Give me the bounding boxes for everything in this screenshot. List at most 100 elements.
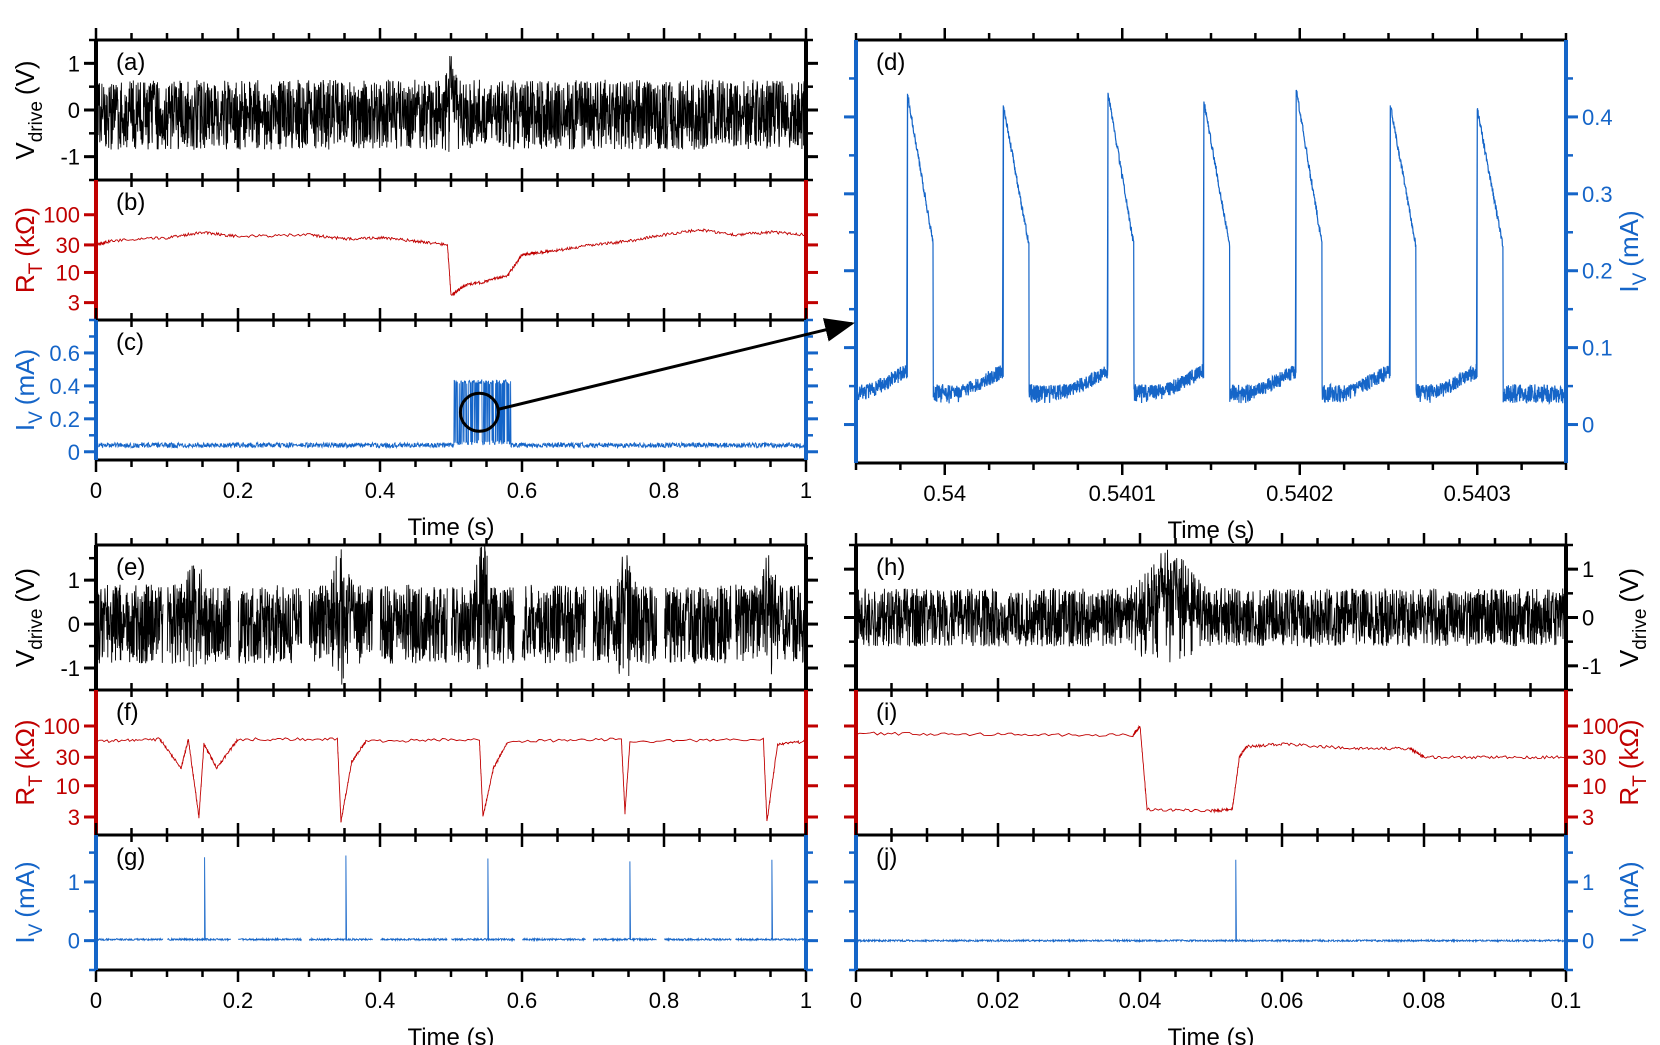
series-line-j (856, 859, 1566, 944)
y-axis-label-sub: T (1630, 775, 1651, 787)
y-axis-label-main: I (10, 936, 40, 943)
series-line-f (96, 737, 806, 823)
y-tick-label: 10 (56, 774, 80, 799)
y-axis-label-unit: (kΩ) (1614, 719, 1644, 769)
y-axis-label-sub: V (1630, 923, 1651, 936)
x-tick-label: 0.8 (649, 988, 680, 1013)
panel-i: 100 30 10 3 RT (kΩ) (i) (844, 678, 1651, 847)
y-axis-label-sub: V (1630, 272, 1651, 285)
x-tick-label: 0 (850, 988, 862, 1013)
y-axis-label-unit: (kΩ) (10, 719, 40, 769)
y-tick-label: 10 (1582, 774, 1606, 799)
series-line-b (96, 228, 806, 297)
y-axis-label: IV (mA) (1614, 861, 1651, 943)
panel-g: 0 0.2 0.4 0.6 0.8 1 Time (s) 1 0 IV (mA) (g) (10, 823, 818, 1045)
y-axis-label-sub: T (26, 262, 47, 274)
y-axis-label: Vdrive (V) (10, 60, 47, 159)
y-tick-label: 0 (68, 929, 80, 954)
series-line-c (96, 379, 806, 450)
y-tick-label: 1 (68, 870, 80, 895)
x-axis-label: Time (s) (1167, 1024, 1254, 1045)
panel-label-f: (f) (116, 699, 139, 726)
y-tick-label: 0 (68, 440, 80, 465)
y-tick-label: 100 (1582, 714, 1619, 739)
x-tick-label: 0.4 (365, 478, 396, 503)
y-axis-label-unit: (kΩ) (10, 207, 40, 257)
y-axis-label-main: V (10, 142, 40, 160)
y-axis-label-sub: V (26, 411, 47, 424)
x-tick-label: 0.5401 (1089, 481, 1156, 506)
y-axis-label-sub: drive (26, 101, 47, 142)
y-axis-label-unit: (V) (10, 568, 40, 603)
series-line-a (96, 55, 806, 152)
panel-label-d: (d) (876, 49, 905, 76)
panel-c: 0 0.2 0.4 0.6 0.8 1 Time (s) 0.6 0.4 0.2 0 IV (mA) (c… (10, 308, 818, 541)
y-tick-label: 1 (1582, 557, 1594, 582)
y-axis-label-main: I (10, 424, 40, 431)
x-axis-label: Time (s) (407, 514, 494, 541)
y-axis-label-main: R (10, 274, 40, 293)
x-tick-label: 0.02 (977, 988, 1020, 1013)
y-axis-label-main: I (1614, 936, 1644, 943)
y-axis-label: RT (kΩ) (10, 207, 47, 293)
y-tick-label: -1 (1582, 654, 1602, 679)
y-tick-label: 1 (68, 51, 80, 76)
y-tick-label: 0 (68, 98, 80, 123)
y-axis-label-sub: drive (26, 609, 47, 650)
y-tick-label: -1 (60, 656, 80, 681)
y-tick-label: -1 (60, 145, 80, 170)
y-axis-label-unit: (mA) (1614, 861, 1644, 917)
panel-label-i: (i) (876, 699, 897, 726)
series-line-g (96, 855, 806, 943)
panel-f: 100 30 10 3 RT (kΩ) (f) (10, 678, 818, 847)
y-axis-label-main: I (1614, 285, 1644, 292)
x-tick-label: 0.8 (649, 478, 680, 503)
panel-label-c: (c) (116, 329, 144, 356)
y-axis-label: IV (mA) (10, 861, 47, 943)
y-tick-label: 3 (68, 805, 80, 830)
panel-e: 1 0 -1 Vdrive (V) (e) (10, 533, 818, 702)
y-axis-label: RT (kΩ) (10, 719, 47, 805)
y-tick-label: 30 (1582, 745, 1606, 770)
panel-j: 0 0.02 0.04 0.06 0.08 0.1 Time (s) 1 0 IV (mA) (j) (844, 823, 1651, 1045)
x-tick-label: 0 (90, 988, 102, 1013)
y-tick-label: 0 (1582, 413, 1594, 438)
y-tick-label: 0.1 (1582, 336, 1613, 361)
zoom-arrow (498, 318, 855, 411)
y-axis-label-sub: drive (1630, 609, 1651, 650)
y-tick-label: 0.2 (49, 407, 80, 432)
x-tick-label: 0.54 (923, 481, 966, 506)
x-tick-label: 0.4 (365, 988, 396, 1013)
x-tick-label: 0.6 (507, 478, 538, 503)
panel-label-h: (h) (876, 554, 905, 581)
series-line-i (856, 724, 1566, 814)
x-tick-label: 0.06 (1261, 988, 1304, 1013)
y-axis-label-unit: (mA) (10, 861, 40, 917)
y-tick-label: 0.3 (1582, 182, 1613, 207)
y-axis-label-unit: (V) (1614, 568, 1644, 603)
y-axis-label-unit: (mA) (10, 349, 40, 405)
y-axis-label: Vdrive (V) (1614, 568, 1651, 667)
y-axis-label-sub: T (26, 775, 47, 787)
y-tick-label: 100 (43, 203, 80, 228)
y-axis-label-unit: (V) (10, 60, 40, 95)
y-tick-label: 1 (1582, 870, 1594, 895)
y-axis-label: RT (kΩ) (1614, 719, 1651, 805)
y-axis-label-sub: V (26, 923, 47, 936)
y-tick-label: 100 (43, 714, 80, 739)
y-axis-label-main: V (1614, 649, 1644, 667)
y-axis-label: IV (mA) (1614, 210, 1651, 292)
x-tick-label: 0.04 (1119, 988, 1162, 1013)
series-line-h (856, 549, 1566, 663)
panel-label-a: (a) (116, 49, 145, 76)
y-axis-label: Vdrive (V) (10, 568, 47, 667)
panel-label-j: (j) (876, 844, 897, 871)
x-tick-label: 0.5402 (1266, 481, 1333, 506)
zoom-circle (458, 391, 500, 433)
panel-h: 1 0 -1 Vdrive (V) (h) (844, 533, 1651, 702)
y-axis-label: IV (mA) (10, 349, 47, 431)
y-tick-label: 30 (56, 745, 80, 770)
x-tick-label: 0.2 (223, 988, 254, 1013)
